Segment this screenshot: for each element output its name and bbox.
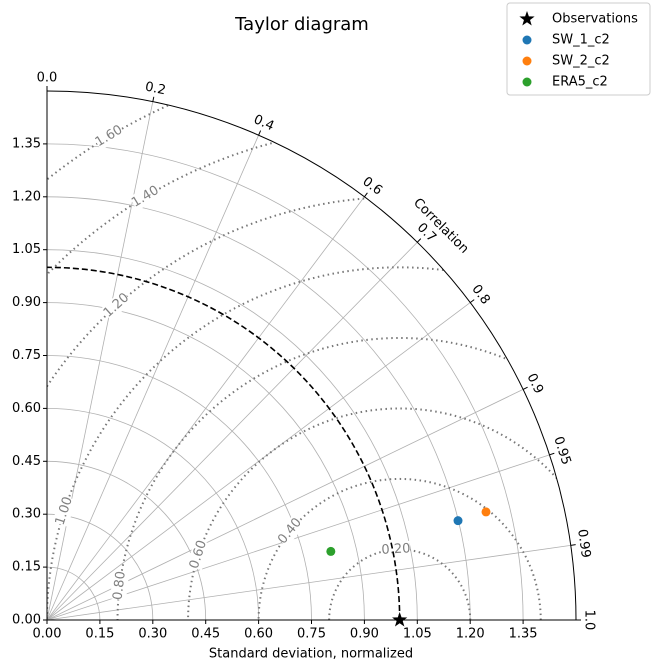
corr-tick (416, 238, 422, 243)
data-point (392, 612, 408, 627)
std-grid-arc (46, 566, 101, 621)
corr-tick-label: 0.2 (144, 80, 167, 99)
rmsd-label-bg (52, 495, 77, 527)
rmsd-label: 1.40 (129, 183, 162, 211)
chart-title: Taylor diagram (234, 14, 369, 35)
reference-arc (46, 266, 401, 621)
x-tick-label: 1.05 (403, 627, 432, 642)
corr-tick (570, 544, 576, 546)
rmsd-label-bg (109, 570, 130, 601)
corr-tick-label: 0.99 (574, 528, 593, 559)
y-tick-label: 0.00 (12, 613, 41, 628)
std-grid-arc (46, 460, 207, 621)
x-tick-label: 0.60 (244, 627, 273, 642)
rmsd-contour (257, 478, 542, 620)
corr-tick (152, 96, 155, 102)
x-tick-label: 0.30 (138, 627, 167, 642)
rmsd-label: 0.20 (381, 541, 411, 557)
rmsd-label-bg (129, 182, 162, 211)
std-grid-arc (46, 143, 524, 621)
rmsd-label-bg (186, 538, 211, 571)
legend-label: SW_2_c2 (552, 54, 610, 69)
data-point (326, 546, 336, 556)
legend-label: ERA5_c2 (552, 75, 608, 90)
corr-tick-label: 0.95 (550, 435, 573, 467)
rmsd-label-bg (275, 515, 306, 548)
rmsd-label-bg (381, 540, 411, 559)
corr-grid-line (46, 101, 154, 621)
x-tick-label: 1.20 (456, 627, 485, 642)
corr-grid-line (46, 454, 550, 621)
corr-tick-label: 0.8 (468, 282, 492, 308)
corr-grid-line (46, 196, 365, 621)
std-grid-arc (46, 302, 365, 621)
corr-tick (258, 130, 262, 136)
rmsd-label-bg (92, 122, 126, 151)
rmsd-contour (47, 125, 576, 620)
legend-box (506, 2, 651, 96)
y-tick-label: 0.75 (12, 348, 41, 363)
y-tick-label: 0.30 (12, 507, 41, 522)
rmsd-label: 1.60 (93, 122, 126, 150)
legend-marker (522, 35, 532, 45)
outer-arc (46, 90, 577, 621)
corr-grid-line (46, 544, 571, 621)
legend: Observations SW_1_c2 SW_2_c2 ERA5_c2 (506, 2, 651, 96)
legend-marker (522, 56, 532, 66)
x-axis-label: Standard deviation, normalized (209, 647, 413, 662)
rmsd-label-bg (100, 290, 133, 321)
legend-label: SW_1_c2 (552, 33, 610, 48)
corr-tick (522, 386, 528, 390)
x-tick-label: 0.15 (85, 627, 114, 642)
y-tick-label: 0.45 (12, 454, 41, 469)
legend-marker (519, 11, 535, 26)
x-tick-label: 0.45 (191, 627, 220, 642)
y-tick-label: 1.05 (12, 242, 41, 257)
std-grid-arc (46, 355, 312, 621)
rmsd-label: 0.40 (275, 515, 305, 547)
corr-tick-label: 0.9 (524, 371, 547, 396)
rmsd-label: 0.80 (110, 570, 128, 601)
y-tick-label: 0.60 (12, 401, 41, 416)
rmsd-contour (187, 407, 576, 620)
corr-tick (549, 452, 555, 456)
legend-marker (522, 77, 532, 87)
corr-tick (363, 192, 368, 198)
std-grid-arc (46, 249, 418, 621)
x-tick-label: 1.35 (509, 627, 538, 642)
legend-label: Observations (552, 12, 638, 27)
corr-tick-label: 0.4 (251, 112, 276, 134)
corr-grid-line (46, 135, 259, 621)
rmsd-contour (47, 195, 576, 620)
corr-grid-line (46, 241, 418, 621)
corr-tick (469, 299, 475, 304)
y-tick-label: 1.35 (12, 136, 41, 151)
x-tick-label: 0.00 (33, 627, 62, 642)
y-tick-label: 0.90 (12, 295, 41, 310)
data-point (453, 516, 463, 526)
data-point (481, 507, 491, 517)
y-tick-label: 1.20 (12, 189, 41, 204)
y-tick-label: 0.15 (12, 560, 41, 575)
x-tick-label: 0.90 (350, 627, 379, 642)
x-tick-label: 0.75 (297, 627, 326, 642)
std-grid-arc (46, 408, 259, 621)
corr-tick-label: 0.0 (37, 71, 58, 86)
corr-tick-label: 1.0 (582, 610, 597, 631)
corr-tick-label: 0.6 (359, 174, 385, 198)
